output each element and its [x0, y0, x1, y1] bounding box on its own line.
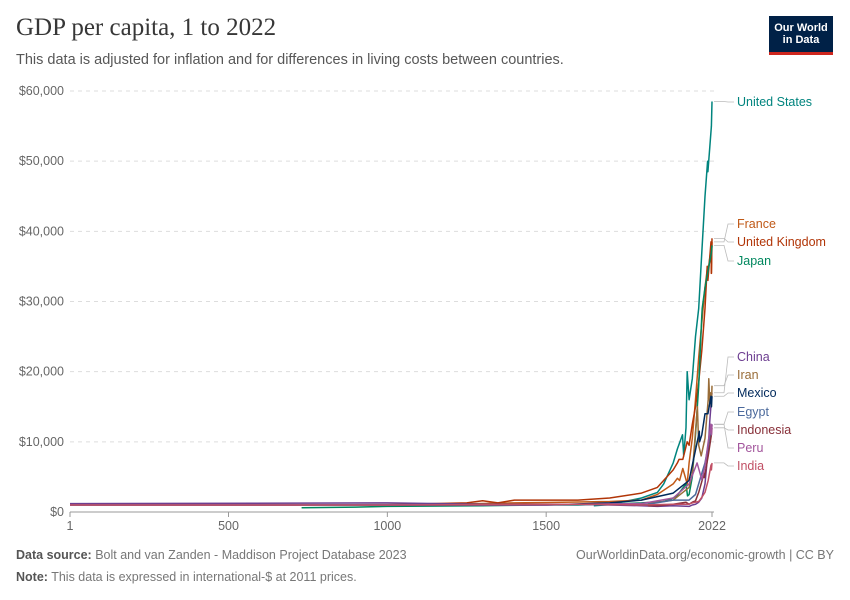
- series-line-egypt: [69, 424, 713, 506]
- label-connector: [714, 462, 734, 467]
- series-line-peru: [70, 423, 713, 506]
- series-label-japan: Japan: [737, 254, 771, 268]
- label-connector: [714, 244, 734, 262]
- y-tick-label: $30,000: [19, 295, 64, 309]
- series-label-iran: Iran: [737, 368, 759, 382]
- series-label-united-states: United States: [737, 95, 812, 109]
- note-label: Note:: [16, 570, 48, 584]
- chart-title: GDP per capita, 1 to 2022: [16, 14, 277, 41]
- series-line-china: [69, 392, 713, 508]
- label-connector: [714, 427, 734, 431]
- series-label-indonesia: Indonesia: [737, 423, 791, 437]
- label-connector: [714, 237, 734, 243]
- logo-line-2: in Data: [782, 34, 820, 46]
- label-connector: [714, 423, 734, 449]
- x-tick-label: 1000: [373, 519, 401, 533]
- label-connector: [714, 223, 734, 243]
- series-line-mexico: [70, 395, 713, 506]
- series-label-india: India: [737, 459, 764, 473]
- y-tick-label: $40,000: [19, 224, 64, 238]
- logo-line-1: Our World: [774, 22, 828, 34]
- y-tick-label: $20,000: [19, 365, 64, 379]
- series-label-egypt: Egypt: [737, 405, 769, 419]
- series-label-united-kingdom: United Kingdom: [737, 235, 826, 249]
- line-chart[interactable]: $0 $10,000 $20,000 $30,000 $40,000 $50,000 $60…: [0, 78, 850, 538]
- source-url[interactable]: OurWorldinData.org/economic-growth | CC …: [576, 548, 834, 562]
- x-tick-label: 1500: [532, 519, 560, 533]
- chart-subtitle: This data is adjusted for inflation and …: [16, 52, 564, 68]
- y-tick-label: $50,000: [19, 154, 64, 168]
- series-line-iran: [647, 377, 713, 504]
- chart-note: Note: This data is expressed in internat…: [16, 570, 357, 584]
- data-source-label: Data source:: [16, 548, 92, 562]
- series-line-france: [70, 241, 713, 506]
- label-connector: [714, 374, 734, 387]
- y-tick-label: $10,000: [19, 435, 64, 449]
- series-line-united-kingdom: [70, 238, 713, 506]
- label-connector: [714, 392, 734, 397]
- series-label-china: China: [737, 350, 770, 364]
- y-tick-label: $60,000: [19, 84, 64, 98]
- label-connector: [714, 411, 734, 425]
- y-tick-label: $0: [50, 505, 64, 519]
- series-label-peru: Peru: [737, 441, 763, 455]
- owid-logo[interactable]: Our World in Data: [769, 16, 833, 55]
- x-tick-label: 1: [67, 519, 74, 533]
- series-label-france: France: [737, 217, 776, 231]
- series-label-mexico: Mexico: [737, 386, 777, 400]
- series-line-united-states: [593, 101, 713, 507]
- data-source-text: Bolt and van Zanden - Maddison Project D…: [95, 548, 407, 562]
- label-connector: [714, 356, 734, 394]
- x-tick-label: 500: [218, 519, 239, 533]
- note-text: This data is expressed in international-…: [51, 570, 357, 584]
- data-source: Data source: Bolt and van Zanden - Maddi…: [16, 548, 407, 562]
- series-line-india: [70, 462, 713, 506]
- series-line-japan: [301, 245, 713, 509]
- x-tick-label: 2022: [698, 519, 726, 533]
